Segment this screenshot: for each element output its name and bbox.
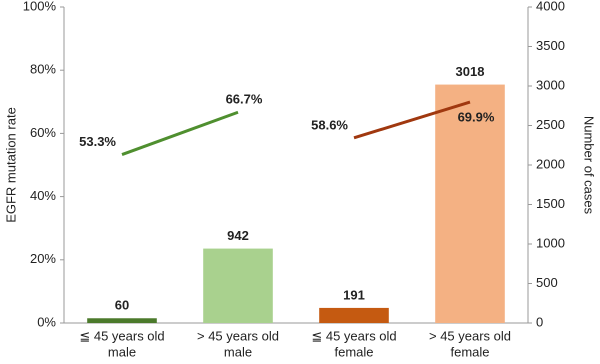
x-tick-label: female [334,344,373,359]
bar [203,248,273,323]
y2-tick-label: 3500 [536,38,565,53]
y-axis-title: EGFR mutation rate [3,107,18,223]
x-tick-label: female [450,344,489,359]
line [121,110,239,156]
bar-value-label: 191 [343,287,365,302]
line-value-label: 69.9% [458,110,495,125]
bar [319,307,389,323]
y2-tick-label: 4000 [536,0,565,13]
x-tick-label: > 45 years old [429,328,511,343]
line-value-label: 66.7% [226,92,263,107]
y-tick-label: 40% [30,188,56,203]
y2-tick-label: 2000 [536,156,565,171]
bar-value-label: 60 [115,298,129,313]
x-tick-label: > 45 years old [197,328,279,343]
y2-tick-label: 1000 [536,235,565,250]
y2-tick-label: 2500 [536,117,565,132]
bar-value-label: 3018 [456,64,485,79]
bar [87,318,157,323]
y-tick-label: 80% [30,62,56,77]
x-tick-label: ≦ 45 years old [79,328,164,343]
y-tick-label: 0% [37,314,56,329]
x-tick-label: ≦ 45 years old [311,328,396,343]
bar-value-label: 942 [227,228,249,243]
y2-tick-label: 0 [536,314,543,329]
bar [435,84,505,323]
line-value-label: 58.6% [311,117,348,132]
y-tick-label: 20% [30,251,56,266]
y2-axis-title: Number of cases [582,116,597,215]
y2-tick-label: 3000 [536,77,565,92]
x-tick-label: male [108,344,136,359]
y2-tick-label: 500 [536,275,558,290]
line-value-label: 53.3% [79,134,116,149]
y-tick-label: 60% [30,125,56,140]
y2-tick-label: 1500 [536,196,565,211]
x-tick-label: male [224,344,252,359]
line [353,100,471,140]
y-tick-label: 100% [23,0,57,13]
